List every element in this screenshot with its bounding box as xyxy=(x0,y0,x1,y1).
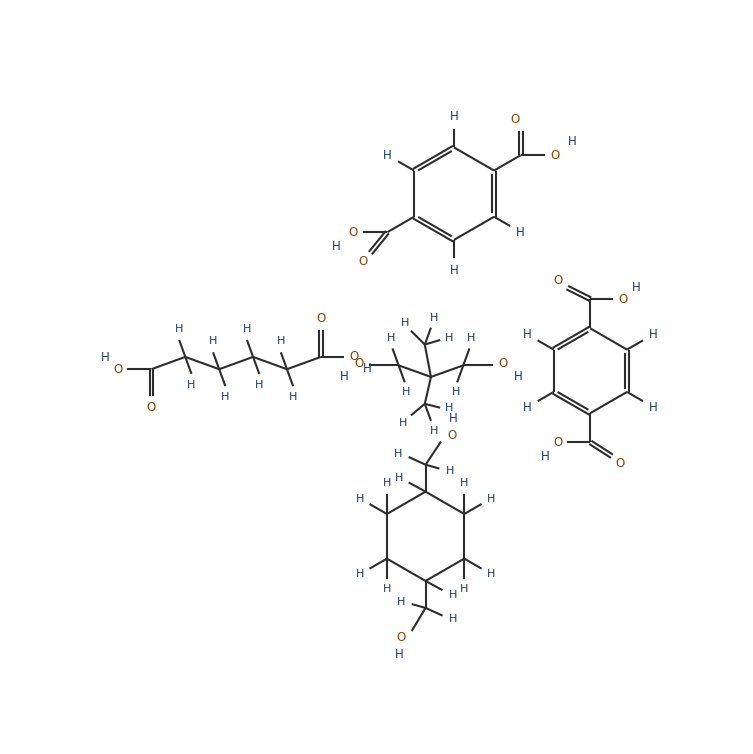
Text: H: H xyxy=(649,401,658,414)
Text: H: H xyxy=(383,478,391,488)
Text: H: H xyxy=(255,379,264,390)
Text: H: H xyxy=(383,149,392,161)
Text: H: H xyxy=(397,596,405,607)
Text: H: H xyxy=(356,569,364,579)
Text: H: H xyxy=(460,478,468,488)
Text: H: H xyxy=(430,426,438,436)
Text: O: O xyxy=(316,312,325,325)
Text: H: H xyxy=(221,392,230,402)
Text: H: H xyxy=(445,403,453,412)
Text: O: O xyxy=(511,113,520,126)
Text: O: O xyxy=(618,293,627,305)
Text: H: H xyxy=(449,614,458,624)
Text: H: H xyxy=(523,401,532,414)
Text: O: O xyxy=(348,225,358,239)
Text: H: H xyxy=(101,351,110,364)
Text: H: H xyxy=(387,333,395,343)
Text: O: O xyxy=(354,357,363,369)
Text: H: H xyxy=(331,240,340,253)
Text: H: H xyxy=(394,449,402,459)
Text: H: H xyxy=(402,388,410,397)
Text: H: H xyxy=(395,648,404,661)
Text: H: H xyxy=(568,135,577,148)
Text: H: H xyxy=(395,473,403,483)
Text: O: O xyxy=(358,255,367,268)
Text: O: O xyxy=(447,429,456,442)
Text: O: O xyxy=(553,436,562,449)
Text: H: H xyxy=(523,328,532,341)
Text: O: O xyxy=(615,458,624,470)
Text: H: H xyxy=(445,333,453,343)
Text: H: H xyxy=(517,225,525,239)
Text: H: H xyxy=(209,336,217,347)
Text: H: H xyxy=(486,569,495,579)
Text: H: H xyxy=(383,584,391,594)
Text: H: H xyxy=(187,379,196,390)
Text: O: O xyxy=(498,357,508,369)
Text: H: H xyxy=(276,336,285,347)
Text: H: H xyxy=(449,590,458,600)
Text: O: O xyxy=(396,630,406,644)
Text: H: H xyxy=(451,388,460,397)
Text: H: H xyxy=(649,328,658,341)
Text: H: H xyxy=(340,370,349,384)
Text: O: O xyxy=(553,274,562,287)
Text: H: H xyxy=(514,370,523,384)
Text: H: H xyxy=(450,110,459,123)
Text: H: H xyxy=(541,449,550,463)
Text: H: H xyxy=(633,281,641,294)
Text: O: O xyxy=(113,363,122,375)
Text: H: H xyxy=(449,412,458,425)
Text: H: H xyxy=(289,392,297,402)
Text: H: H xyxy=(401,318,409,328)
Text: H: H xyxy=(242,324,251,334)
Text: H: H xyxy=(450,264,459,277)
Text: O: O xyxy=(550,149,560,161)
Text: H: H xyxy=(430,313,438,323)
Text: H: H xyxy=(399,418,407,428)
Text: H: H xyxy=(460,584,468,594)
Text: O: O xyxy=(349,351,358,363)
Text: O: O xyxy=(147,401,156,414)
Text: H: H xyxy=(175,324,183,334)
Text: H: H xyxy=(356,494,364,504)
Text: H: H xyxy=(363,362,371,375)
Text: H: H xyxy=(467,333,475,343)
Text: H: H xyxy=(486,494,495,504)
Text: H: H xyxy=(446,466,454,476)
